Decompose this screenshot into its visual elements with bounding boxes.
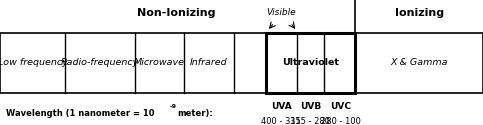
Text: Non-Ionizing: Non-Ionizing [137,8,215,18]
Text: Low frequency: Low frequency [0,58,68,67]
Text: Ionizing: Ionizing [395,8,444,18]
Text: Microwave: Microwave [134,58,185,67]
Text: 280 - 100: 280 - 100 [321,117,360,125]
Text: Ultraviolet: Ultraviolet [282,58,339,67]
Text: UVA: UVA [271,102,292,111]
Text: Infrared: Infrared [190,58,227,67]
Text: X & Gamma: X & Gamma [390,58,448,67]
Text: meter):: meter): [177,109,213,118]
Text: UVB: UVB [300,102,321,111]
Text: -9: -9 [170,104,177,109]
Text: 400 - 315: 400 - 315 [261,117,301,125]
Bar [0,32,483,92]
Text: Wavelength (1 nanometer = 10: Wavelength (1 nanometer = 10 [6,109,154,118]
Text: 315 - 280: 315 - 280 [290,117,330,125]
Text: UVC: UVC [330,102,351,111]
Text: Visible: Visible [267,8,297,17]
Text: Radio-frequency: Radio-frequency [61,58,140,67]
Bar [266,32,355,92]
